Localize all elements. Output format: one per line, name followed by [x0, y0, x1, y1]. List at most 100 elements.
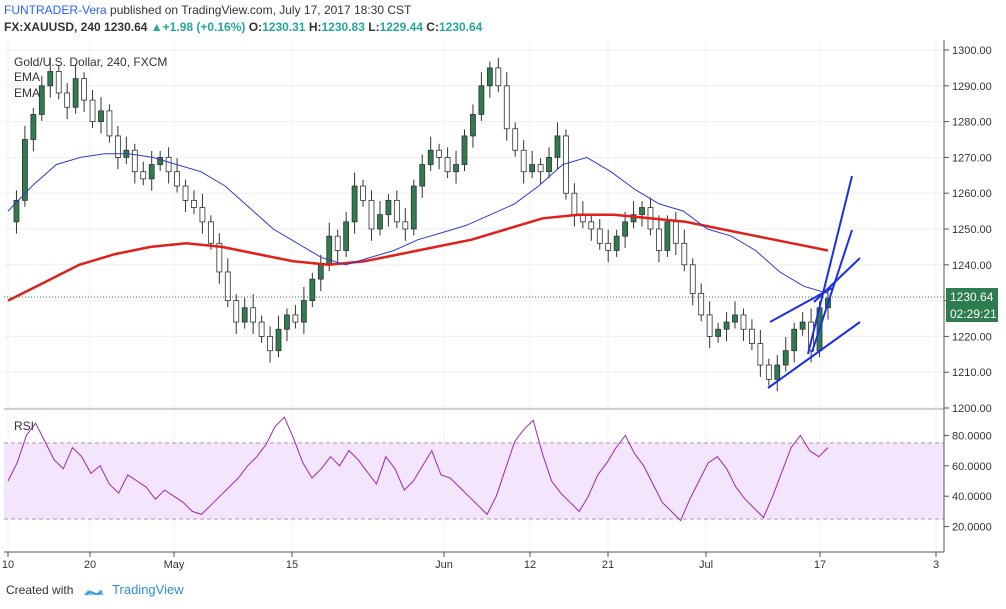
- candle: [241, 307, 248, 323]
- last-price-badge-text: 1230.64: [950, 290, 994, 304]
- candle: [808, 321, 814, 352]
- candle: [55, 71, 62, 94]
- candle: [681, 242, 688, 266]
- candle: [453, 164, 459, 173]
- time-tick-label: 20: [84, 559, 96, 571]
- candle: [656, 228, 662, 251]
- candle: [427, 149, 434, 165]
- chart-title: Gold/U.S. Dollar, 240, FXCM: [14, 55, 167, 69]
- candle: [393, 199, 400, 223]
- candle: [444, 156, 451, 173]
- ema-legend-1[interactable]: EMA: [14, 70, 40, 84]
- time-axis[interactable]: 10 20 May 15 Jun 12 21 Jul 17 3: [2, 552, 939, 571]
- candle: [698, 293, 705, 316]
- candle: [47, 71, 54, 87]
- candle: [148, 164, 155, 180]
- candle: [191, 199, 197, 208]
- candle: [419, 164, 426, 187]
- candle: [588, 221, 595, 230]
- candle: [782, 350, 789, 366]
- candle: [174, 171, 180, 187]
- price-tick-label: 1240.00: [952, 260, 992, 272]
- price-change: +1.98 (+0.16%): [162, 20, 246, 34]
- candle: [723, 321, 730, 330]
- candle: [140, 171, 147, 180]
- candle: [571, 192, 578, 216]
- candle: [157, 156, 164, 165]
- price-axis[interactable]: 1300.00 1290.00 1280.00 1270.00 1260.00 1250.…: [944, 45, 992, 415]
- candle: [757, 343, 764, 366]
- rsi-tick-label: 20.0000: [952, 522, 992, 534]
- trendlines[interactable]: [767, 175, 861, 389]
- price-tick-label: 1300.00: [952, 45, 992, 57]
- candle: [292, 314, 299, 323]
- time-tick-label: Jun: [435, 559, 453, 571]
- last-price-badge: [946, 288, 998, 305]
- trendline-channel-mid[interactable]: [813, 257, 861, 303]
- low-value: 1229.44: [379, 20, 423, 34]
- candle: [275, 328, 282, 352]
- candle: [207, 221, 214, 244]
- candle: [22, 139, 28, 201]
- candle: [765, 364, 772, 380]
- close-label: C:: [426, 20, 439, 34]
- candle: [503, 85, 510, 130]
- candle: [224, 271, 231, 301]
- rsi-legend[interactable]: RSI: [14, 419, 34, 433]
- candle: [732, 314, 738, 323]
- tradingview-logo-icon: [83, 588, 104, 596]
- candle: [478, 85, 485, 115]
- candle: [309, 278, 316, 301]
- rsi-tick-label: 60.0000: [952, 461, 992, 473]
- candle: [402, 221, 409, 230]
- candle: [258, 321, 265, 337]
- candle: [791, 328, 798, 352]
- change-arrow-icon: ▲: [150, 20, 163, 34]
- time-tick-label: 10: [2, 559, 14, 571]
- candle: [436, 149, 443, 158]
- candle: [537, 164, 544, 173]
- high-label: H:: [308, 20, 322, 34]
- candle: [106, 110, 113, 137]
- candle: [216, 242, 223, 273]
- candle: [368, 199, 375, 230]
- footer: Created with TradingView: [6, 582, 184, 597]
- candle: [98, 110, 104, 123]
- candle: [664, 221, 671, 251]
- ema-fast-line: [7, 153, 829, 294]
- trendline-channel-lower[interactable]: [767, 321, 861, 389]
- candle: [512, 128, 519, 151]
- candle: [81, 78, 87, 101]
- candle: [72, 78, 79, 108]
- candle: [740, 314, 747, 330]
- candle: [30, 114, 37, 140]
- candle: [300, 300, 307, 323]
- time-tick-label: 17: [814, 559, 826, 571]
- candle: [546, 156, 552, 173]
- candle: [461, 135, 468, 165]
- open-value: 1230.31: [262, 20, 306, 34]
- candle: [639, 207, 645, 216]
- candle: [749, 328, 755, 344]
- author-link[interactable]: FUNTRADER-Vera: [4, 3, 107, 17]
- ema-legend-2[interactable]: EMA: [14, 86, 40, 100]
- low-label: L:: [368, 20, 380, 34]
- price-tick-label: 1280.00: [952, 117, 992, 129]
- time-tick-label: 12: [524, 559, 536, 571]
- candle: [799, 321, 806, 330]
- candle: [596, 228, 603, 244]
- candle: [317, 264, 324, 280]
- symbol-label[interactable]: FX:XAUUSD, 240: [4, 20, 101, 34]
- time-tick-label: 3: [933, 559, 939, 571]
- trendline-steep-1[interactable]: [807, 175, 853, 355]
- candle: [64, 92, 71, 108]
- price-tick-label: 1260.00: [952, 188, 992, 200]
- price-pane[interactable]: [4, 40, 944, 408]
- trendline-steep-2[interactable]: [811, 229, 853, 353]
- countdown-badge: [946, 305, 998, 322]
- rsi-axis[interactable]: 80.0000 60.0000 40.0000 20.0000: [944, 430, 992, 534]
- tradingview-brand-link[interactable]: TradingView: [112, 582, 184, 597]
- candle: [343, 221, 350, 251]
- time-tick-label: 15: [286, 559, 298, 571]
